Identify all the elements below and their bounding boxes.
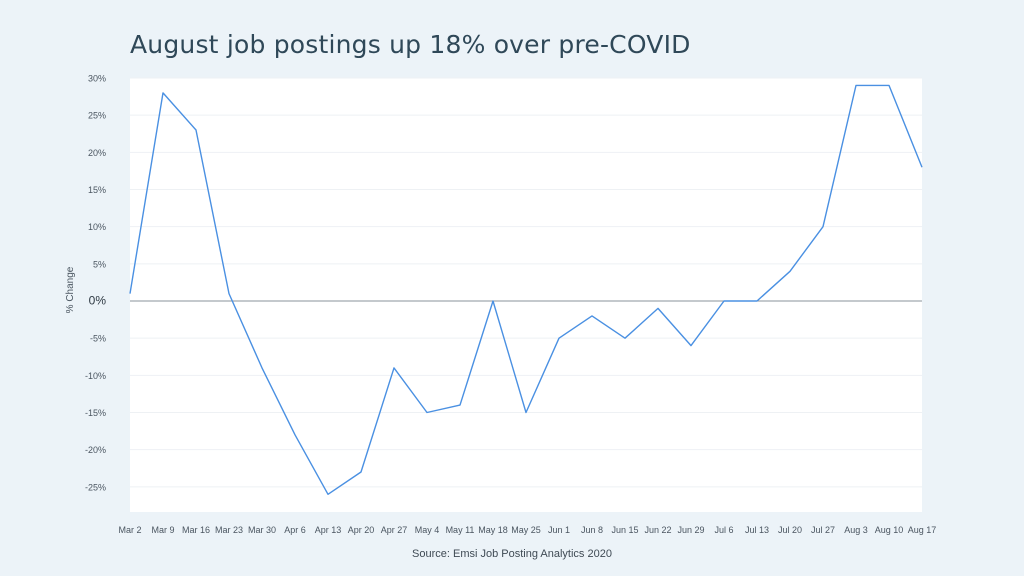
y-tick-label: 15% <box>88 185 106 195</box>
x-tick-label: Jun 22 <box>644 525 671 535</box>
y-tick-label: -20% <box>85 445 106 455</box>
x-tick-label: Jul 6 <box>714 525 733 535</box>
x-tick-label: Jul 13 <box>745 525 769 535</box>
x-tick-label: Apr 27 <box>381 525 408 535</box>
x-tick-label: Aug 10 <box>875 525 904 535</box>
x-tick-label: Aug 17 <box>908 525 937 535</box>
x-tick-label: Jun 8 <box>581 525 603 535</box>
x-tick-label: Apr 6 <box>284 525 306 535</box>
series-line <box>129 84 923 495</box>
x-tick-label: Apr 20 <box>348 525 375 535</box>
x-tick-label: Jun 15 <box>611 525 638 535</box>
x-tick-label: Mar 9 <box>151 525 174 535</box>
x-tick-label: May 18 <box>478 525 508 535</box>
plot-area <box>130 78 922 512</box>
x-tick-label: Jul 27 <box>811 525 835 535</box>
x-tick-label: Aug 3 <box>844 525 868 535</box>
x-tick-label: Mar 30 <box>248 525 276 535</box>
y-tick-label: 25% <box>88 111 106 121</box>
y-tick-label: 5% <box>93 259 106 269</box>
x-tick-label: May 11 <box>446 525 475 535</box>
x-tick-label: May 4 <box>415 525 440 535</box>
x-tick-label: Jul 20 <box>778 525 802 535</box>
chart-title: August job postings up 18% over pre-COVI… <box>130 30 691 59</box>
x-tick-label: Mar 2 <box>118 525 141 535</box>
y-tick-label: 10% <box>88 222 106 232</box>
x-tick-label: Jun 1 <box>548 525 570 535</box>
x-tick-label: Mar 16 <box>182 525 210 535</box>
source-note: Source: Emsi Job Posting Analytics 2020 <box>412 548 612 560</box>
x-tick-label: Jun 29 <box>677 525 704 535</box>
y-tick-label: 30% <box>88 74 106 84</box>
y-tick-label: 0% <box>89 294 107 308</box>
y-tick-label: -25% <box>85 482 106 492</box>
y-tick-label: -10% <box>85 371 106 381</box>
y-tick-label: -15% <box>85 408 106 418</box>
y-tick-label: 20% <box>88 148 106 158</box>
x-tick-label: Apr 13 <box>315 525 342 535</box>
x-tick-label: May 25 <box>511 525 541 535</box>
y-tick-label: -5% <box>90 334 106 344</box>
y-axis-label: % Change <box>65 266 76 313</box>
x-tick-label: Mar 23 <box>215 525 243 535</box>
